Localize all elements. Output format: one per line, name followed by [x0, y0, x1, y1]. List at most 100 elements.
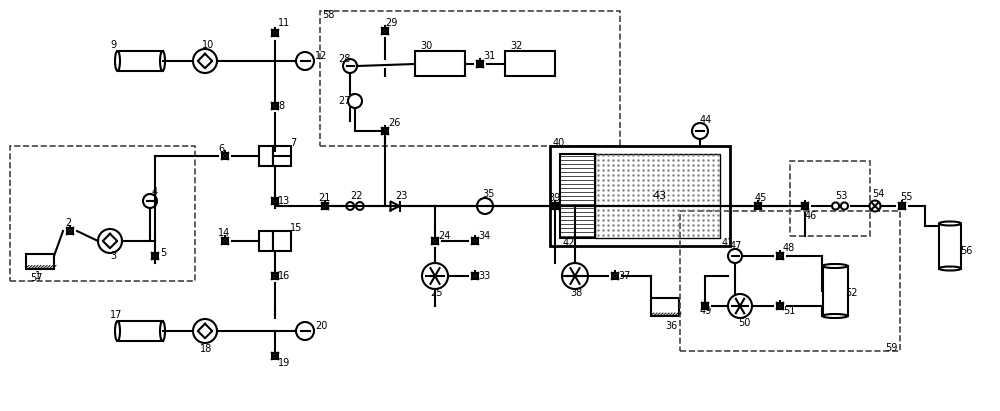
Text: 10: 10: [202, 40, 214, 50]
Text: 55: 55: [900, 192, 912, 202]
Text: 43: 43: [652, 191, 667, 201]
Bar: [472, 273, 478, 279]
Circle shape: [422, 263, 448, 289]
Text: 14: 14: [218, 228, 230, 238]
Text: 41: 41: [722, 238, 734, 248]
Bar: [432, 238, 438, 244]
Text: 26: 26: [388, 118, 400, 128]
Text: 5: 5: [160, 248, 166, 258]
Text: 1: 1: [35, 271, 41, 281]
Text: 35: 35: [482, 189, 494, 199]
Circle shape: [832, 203, 839, 210]
Text: 45: 45: [755, 193, 767, 203]
Text: 31: 31: [483, 51, 495, 61]
Bar: [118, 51, 162, 71]
Text: 13: 13: [278, 196, 290, 206]
Ellipse shape: [115, 51, 120, 71]
Bar: [472, 238, 478, 244]
Text: 37: 37: [618, 271, 630, 281]
Text: 22: 22: [350, 191, 362, 201]
Bar: [702, 303, 708, 309]
Text: 7: 7: [290, 138, 296, 148]
Circle shape: [343, 59, 357, 73]
Bar: [273, 231, 291, 251]
Bar: [222, 238, 228, 244]
Circle shape: [296, 322, 314, 340]
Text: 25: 25: [430, 288, 442, 298]
Bar: [802, 203, 808, 209]
Text: 21: 21: [318, 193, 330, 203]
Text: 40: 40: [553, 138, 565, 148]
Bar: [777, 303, 783, 309]
Bar: [612, 273, 618, 279]
Text: 49: 49: [700, 306, 712, 316]
Circle shape: [562, 263, 588, 289]
Text: 42: 42: [563, 238, 575, 248]
Ellipse shape: [822, 264, 848, 268]
Text: 50: 50: [738, 318, 750, 328]
Bar: [118, 321, 162, 341]
Ellipse shape: [160, 51, 165, 71]
Circle shape: [296, 52, 314, 70]
Text: 2: 2: [65, 218, 71, 228]
Bar: [382, 28, 388, 34]
Text: 33: 33: [478, 271, 490, 281]
Bar: [272, 103, 278, 109]
Bar: [273, 146, 291, 166]
Circle shape: [143, 194, 157, 208]
Ellipse shape: [115, 321, 120, 341]
Bar: [259, 146, 273, 166]
Text: 29: 29: [385, 18, 397, 28]
Text: 52: 52: [845, 288, 858, 298]
Bar: [755, 203, 761, 209]
Text: 16: 16: [278, 271, 290, 281]
Circle shape: [841, 203, 848, 210]
Bar: [152, 253, 158, 259]
Bar: [272, 353, 278, 359]
Text: 46: 46: [805, 211, 817, 221]
Text: 30: 30: [420, 41, 432, 51]
Text: 9: 9: [110, 40, 116, 50]
Ellipse shape: [939, 222, 961, 226]
Text: 4: 4: [152, 187, 158, 197]
Text: 28: 28: [338, 54, 350, 64]
Bar: [651, 298, 679, 316]
Circle shape: [346, 202, 354, 210]
Ellipse shape: [939, 266, 961, 270]
Text: 17: 17: [110, 310, 122, 320]
Text: 38: 38: [570, 288, 582, 298]
Bar: [680, 211, 900, 351]
Bar: [790, 161, 870, 236]
Text: 34: 34: [478, 231, 490, 241]
Circle shape: [348, 94, 362, 108]
Circle shape: [193, 49, 217, 73]
Circle shape: [870, 201, 881, 212]
Text: 8: 8: [278, 101, 284, 111]
Bar: [552, 203, 558, 209]
Circle shape: [692, 123, 708, 139]
Bar: [10, 146, 195, 281]
Text: 51: 51: [783, 306, 795, 316]
Circle shape: [356, 202, 364, 210]
Ellipse shape: [160, 321, 165, 341]
Bar: [477, 61, 483, 67]
Bar: [822, 266, 848, 316]
Text: 24: 24: [438, 231, 450, 241]
Bar: [899, 203, 905, 209]
Bar: [67, 228, 73, 234]
Circle shape: [98, 229, 122, 253]
Bar: [550, 146, 730, 246]
Bar: [272, 198, 278, 204]
Bar: [560, 154, 595, 238]
Bar: [222, 153, 228, 159]
Text: 54: 54: [872, 189, 884, 199]
Text: 48: 48: [783, 243, 795, 253]
Text: 19: 19: [278, 358, 290, 368]
Text: 18: 18: [200, 344, 212, 354]
Text: 36: 36: [665, 321, 677, 331]
Text: 39: 39: [548, 193, 560, 203]
Text: 58: 58: [322, 10, 334, 20]
Text: 12: 12: [315, 51, 327, 61]
Bar: [320, 11, 620, 146]
Text: 3: 3: [110, 251, 116, 261]
